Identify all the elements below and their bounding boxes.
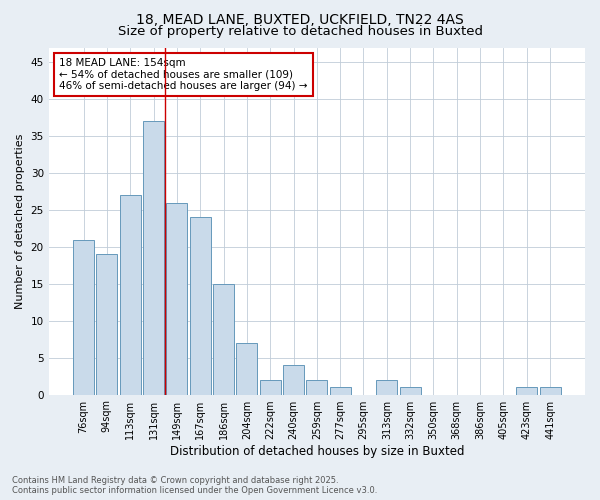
- Text: Contains HM Land Registry data © Crown copyright and database right 2025.
Contai: Contains HM Land Registry data © Crown c…: [12, 476, 377, 495]
- Text: Size of property relative to detached houses in Buxted: Size of property relative to detached ho…: [118, 25, 482, 38]
- Bar: [166, 202, 187, 394]
- Bar: [73, 240, 94, 394]
- Bar: [236, 343, 257, 394]
- Y-axis label: Number of detached properties: Number of detached properties: [15, 134, 25, 308]
- Bar: [190, 218, 211, 394]
- Text: 18, MEAD LANE, BUXTED, UCKFIELD, TN22 4AS: 18, MEAD LANE, BUXTED, UCKFIELD, TN22 4A…: [136, 12, 464, 26]
- Bar: [376, 380, 397, 394]
- X-axis label: Distribution of detached houses by size in Buxted: Distribution of detached houses by size …: [170, 444, 464, 458]
- Bar: [97, 254, 118, 394]
- Bar: [120, 195, 140, 394]
- Bar: [143, 122, 164, 394]
- Bar: [307, 380, 328, 394]
- Bar: [329, 387, 350, 394]
- Bar: [283, 365, 304, 394]
- Bar: [539, 387, 560, 394]
- Bar: [516, 387, 537, 394]
- Bar: [400, 387, 421, 394]
- Text: 18 MEAD LANE: 154sqm
← 54% of detached houses are smaller (109)
46% of semi-deta: 18 MEAD LANE: 154sqm ← 54% of detached h…: [59, 58, 308, 91]
- Bar: [213, 284, 234, 395]
- Bar: [260, 380, 281, 394]
